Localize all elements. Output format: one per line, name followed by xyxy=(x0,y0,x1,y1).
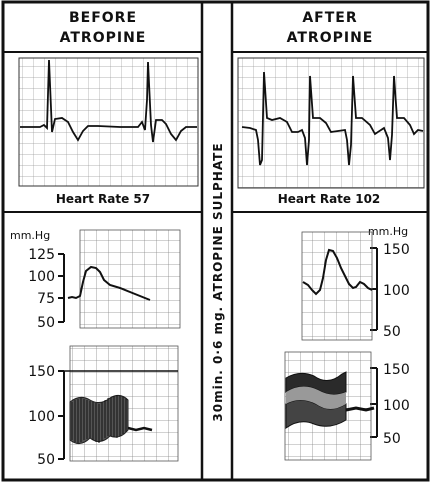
bp-before-tick-label: 125 xyxy=(28,247,55,263)
header-after-line1: AFTER xyxy=(302,10,357,26)
pulse-after-tick-label: 50 xyxy=(383,431,401,447)
bp-after-tick-label: 100 xyxy=(383,283,410,299)
bp-before-tick-label: 75 xyxy=(37,291,55,307)
bp-after-tick-label: 150 xyxy=(383,242,410,258)
bp-before-trace xyxy=(67,265,151,301)
pulse-before-panel: 150 100 50 xyxy=(28,345,179,468)
ecg-after-grid xyxy=(237,57,425,189)
pulse-before-tick-label: 100 xyxy=(28,409,55,425)
bp-before-panel: mm.Hg 125 100 75 50 xyxy=(10,229,181,331)
bp-after-trace xyxy=(302,248,373,296)
ecg-before-trace xyxy=(20,59,197,143)
ecg-before-grid xyxy=(18,57,199,187)
pulse-after-panel: 150 100 50 xyxy=(284,351,410,461)
atropine-dose-label: 30min. 0·6 mg. ATROPINE SULPHATE xyxy=(211,142,225,421)
ecg-after-panel: Heart Rate 102 xyxy=(237,57,425,206)
pulse-before-tick-label: 150 xyxy=(28,364,55,380)
bp-before-unit: mm.Hg xyxy=(10,229,50,242)
bp-after-unit: mm.Hg xyxy=(368,225,408,238)
pulse-before-trace xyxy=(127,426,153,432)
header-after-line2: ATROPINE xyxy=(287,30,374,46)
ecg-before-panel: Heart Rate 57 xyxy=(18,57,199,206)
pulse-after-tick-label: 150 xyxy=(383,362,410,378)
header-before-line2: ATROPINE xyxy=(60,30,147,46)
bp-before-tick-label: 100 xyxy=(28,269,55,285)
ecg-before-caption: Heart Rate 57 xyxy=(56,192,150,206)
bp-before-tick-label: 50 xyxy=(37,315,55,331)
pulse-after-trace xyxy=(345,406,375,412)
pulse-before-hatching xyxy=(71,395,127,443)
pulse-after-band-middle xyxy=(286,386,346,409)
header-before-line1: BEFORE xyxy=(69,10,137,26)
ecg-after-trace xyxy=(241,71,424,166)
pulse-after-tick-label: 100 xyxy=(383,398,410,414)
ecg-after-caption: Heart Rate 102 xyxy=(278,192,381,206)
bp-after-panel: mm.Hg 150 100 50 xyxy=(301,225,410,341)
pulse-before-tick-label: 50 xyxy=(37,452,55,468)
bp-after-grid xyxy=(301,231,373,341)
bp-after-tick-label: 50 xyxy=(383,324,401,340)
bp-before-grid xyxy=(79,229,181,329)
